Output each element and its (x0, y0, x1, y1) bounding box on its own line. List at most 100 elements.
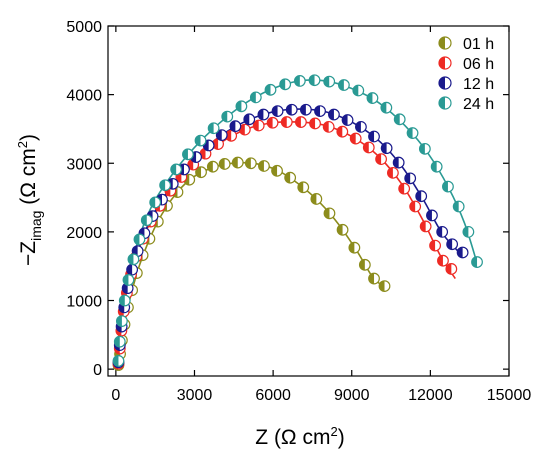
data-point (115, 315, 128, 327)
data-point (297, 181, 310, 194)
data-point (235, 100, 248, 113)
y-tick-label: 5000 (66, 19, 102, 36)
data-point (293, 75, 306, 87)
data-point (368, 272, 380, 285)
plot-frame (107, 25, 510, 377)
data-point (264, 83, 277, 96)
data-point (445, 263, 458, 275)
fit-line (117, 161, 386, 366)
data-point (252, 119, 265, 132)
data-point (194, 134, 207, 147)
data-point (380, 142, 393, 155)
data-point (112, 355, 125, 367)
fit-line (117, 108, 465, 363)
x-axis-title: Z (Ω cm2) (255, 424, 344, 449)
data-point (133, 233, 146, 246)
data-point (118, 294, 131, 307)
data-point (244, 157, 257, 170)
legend-label: 24 h (463, 96, 494, 113)
data-point (299, 103, 312, 116)
data-point (218, 158, 231, 170)
data-point (323, 207, 336, 220)
data-point (140, 214, 153, 227)
data-point (257, 108, 270, 121)
y-tick-label: 3000 (66, 156, 102, 173)
data-point (393, 113, 406, 126)
data-point (348, 241, 361, 254)
y-tick-label: 4000 (66, 88, 102, 105)
data-point (294, 116, 307, 128)
data-point (378, 280, 391, 292)
data-point (206, 160, 219, 173)
data-point (215, 129, 228, 142)
data-point (258, 160, 270, 172)
data-point (285, 103, 298, 116)
data-point (170, 163, 183, 176)
legend-marker (438, 96, 452, 110)
data-point (310, 193, 323, 205)
data-point (398, 182, 411, 195)
data-point (314, 105, 326, 117)
data-point (409, 200, 422, 213)
legend-label: 06 h (463, 56, 494, 73)
data-point (362, 141, 375, 154)
data-point (284, 171, 297, 184)
legend: 01 h 06 h 12 h 24 h (438, 36, 494, 113)
data-point (437, 254, 449, 267)
data-point (308, 74, 321, 87)
data-point (349, 132, 362, 145)
data-point (352, 84, 365, 97)
data-point (442, 180, 454, 193)
data-markers (112, 74, 483, 371)
data-point (195, 166, 207, 179)
data-point (456, 246, 469, 259)
axis-ticks: 0 3000 6000 9000 12000 15000 0 1000 2000 3000 4000… (66, 19, 531, 404)
data-point (436, 225, 449, 238)
data-point (280, 116, 293, 128)
data-point (279, 78, 292, 91)
data-point (419, 220, 432, 233)
x-tick-label: 15000 (487, 387, 532, 404)
data-point (243, 113, 256, 126)
data-point (149, 196, 162, 209)
data-point (406, 127, 419, 139)
data-point (336, 125, 349, 138)
data-point (271, 105, 284, 117)
data-point (159, 179, 172, 192)
data-point (309, 117, 321, 130)
data-point (366, 92, 379, 104)
data-point (358, 258, 371, 271)
data-point (229, 120, 242, 133)
data-point (446, 238, 459, 251)
data-point (323, 75, 336, 88)
x-tick-label: 0 (111, 387, 120, 404)
x-tick-label: 6000 (255, 387, 291, 404)
y-tick-label: 2000 (66, 225, 102, 242)
data-point (462, 225, 475, 238)
legend-label: 12 h (463, 76, 494, 93)
data-point (113, 335, 126, 348)
data-point (182, 148, 194, 161)
data-point (418, 142, 431, 155)
legend-label: 01 h (463, 36, 494, 53)
data-point (337, 79, 350, 91)
data-point (415, 190, 428, 203)
data-point (341, 114, 354, 126)
data-point (392, 156, 405, 169)
data-point (380, 101, 393, 114)
x-tick-label: 12000 (408, 387, 453, 404)
data-point (429, 239, 441, 252)
data-point (231, 156, 244, 169)
data-point (221, 110, 234, 123)
data-point (375, 153, 387, 166)
y-tick-label: 1000 (66, 294, 102, 311)
data-point (249, 91, 262, 104)
data-point (328, 108, 340, 121)
data-point (368, 130, 380, 143)
data-point (266, 116, 279, 129)
data-point (355, 120, 367, 133)
data-point (126, 263, 139, 276)
x-tick-label: 3000 (177, 387, 213, 404)
x-tick-label: 9000 (334, 387, 370, 404)
